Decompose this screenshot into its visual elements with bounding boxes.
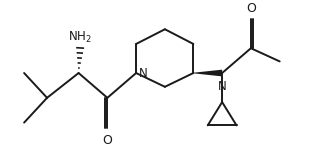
Polygon shape xyxy=(193,70,222,76)
Text: O: O xyxy=(102,134,112,147)
Text: O: O xyxy=(246,2,256,15)
Text: N: N xyxy=(218,80,227,93)
Text: N: N xyxy=(139,67,147,80)
Text: NH$_2$: NH$_2$ xyxy=(68,30,92,45)
